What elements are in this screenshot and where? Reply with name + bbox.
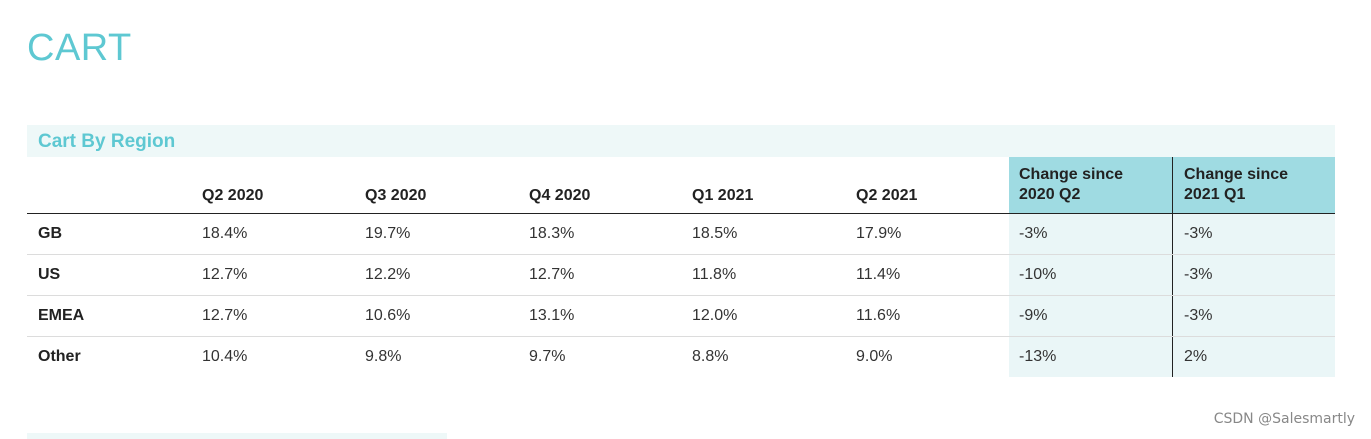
change-cell: -10% bbox=[1009, 255, 1172, 295]
table-cell: 10.6% bbox=[365, 307, 411, 324]
change-cell: -3% bbox=[1009, 214, 1172, 254]
cart-by-region-table: Q2 2020 Q3 2020 Q4 2020 Q1 2021 Q2 2021 … bbox=[27, 157, 1335, 377]
section-title: Cart By Region bbox=[38, 131, 176, 152]
table-cell: 18.3% bbox=[529, 225, 575, 242]
change-cell: -13% bbox=[1009, 337, 1172, 377]
change-cell: -9% bbox=[1009, 296, 1172, 336]
table-cell: 12.7% bbox=[202, 307, 248, 324]
table-header-row: Q2 2020 Q3 2020 Q4 2020 Q1 2021 Q2 2021 … bbox=[27, 157, 1335, 214]
column-header-q3-2020: Q3 2020 bbox=[365, 187, 427, 204]
change-cell: -3% bbox=[1172, 296, 1335, 336]
table-cell: 12.7% bbox=[529, 266, 575, 283]
column-header-change-since-2021-q1: Change since 2021 Q1 bbox=[1172, 157, 1335, 213]
table-row: EMEA 12.7% 10.6% 13.1% 12.0% 11.6% -9% -… bbox=[27, 296, 1335, 337]
change-cell: -3% bbox=[1172, 214, 1335, 254]
watermark: CSDN @Salesmartly bbox=[1213, 411, 1355, 427]
table-cell: 8.8% bbox=[692, 348, 729, 365]
column-header-q1-2021: Q1 2021 bbox=[692, 187, 754, 204]
table-cell: 12.2% bbox=[365, 266, 411, 283]
row-region-label: US bbox=[38, 266, 61, 283]
column-header-q4-2020: Q4 2020 bbox=[529, 187, 591, 204]
row-region-label: GB bbox=[38, 225, 62, 242]
change-cell: -3% bbox=[1172, 255, 1335, 295]
column-header-change-since-2020-q2: Change since 2020 Q2 bbox=[1009, 157, 1172, 213]
section-header: Cart By Region bbox=[27, 125, 1335, 157]
table-cell: 11.4% bbox=[856, 266, 901, 283]
table-cell: 17.9% bbox=[856, 225, 902, 242]
table-cell: 18.5% bbox=[692, 225, 738, 242]
table-cell: 10.4% bbox=[202, 348, 248, 365]
table-row: GB 18.4% 19.7% 18.3% 18.5% 17.9% -3% -3% bbox=[27, 214, 1335, 255]
column-header-region bbox=[38, 157, 198, 213]
table-cell: 12.7% bbox=[202, 266, 248, 283]
table-row: US 12.7% 12.2% 12.7% 11.8% 11.4% -10% -3… bbox=[27, 255, 1335, 296]
table-cell: 9.7% bbox=[529, 348, 566, 365]
table-row: Other 10.4% 9.8% 9.7% 8.8% 9.0% -13% 2% bbox=[27, 337, 1335, 377]
next-section-header bbox=[27, 433, 447, 439]
table-cell: 12.0% bbox=[692, 307, 738, 324]
table-cell: 19.7% bbox=[365, 225, 411, 242]
table-cell: 18.4% bbox=[202, 225, 248, 242]
row-region-label: EMEA bbox=[38, 307, 85, 324]
table-cell: 9.8% bbox=[365, 348, 402, 365]
table-cell: 13.1% bbox=[529, 307, 575, 324]
table-cell: 9.0% bbox=[856, 348, 893, 365]
row-region-label: Other bbox=[38, 348, 81, 365]
column-header-q2-2020: Q2 2020 bbox=[202, 187, 264, 204]
column-header-q2-2021: Q2 2021 bbox=[856, 187, 918, 204]
change-cell: 2% bbox=[1172, 337, 1335, 377]
table-cell: 11.8% bbox=[692, 266, 737, 283]
table-cell: 11.6% bbox=[856, 307, 901, 324]
page-title: CART bbox=[27, 27, 132, 69]
